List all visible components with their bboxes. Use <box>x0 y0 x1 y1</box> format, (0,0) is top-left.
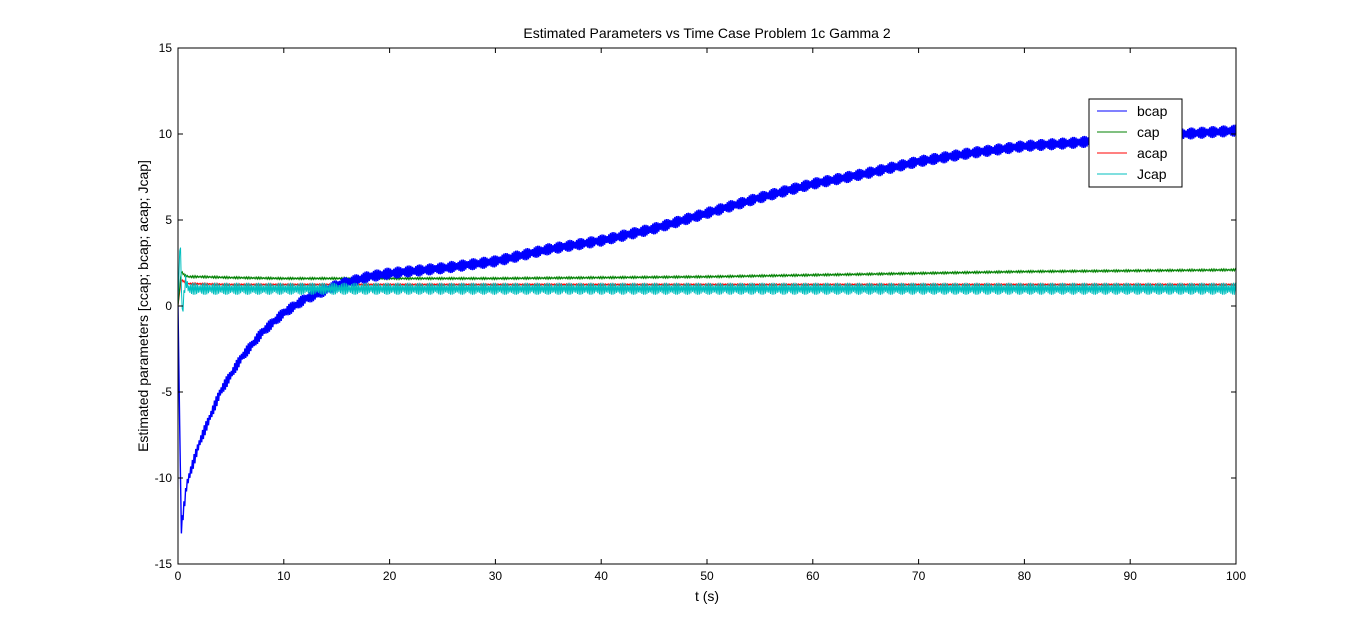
y-tick-label--10: -10 <box>155 471 173 485</box>
x-tick-label-90: 90 <box>1124 569 1138 583</box>
legend-box <box>1088 98 1183 188</box>
legend-label-cap: cap <box>1137 124 1160 140</box>
x-tick-label-10: 10 <box>277 569 291 583</box>
legend: bcap cap acap Jcap <box>1088 98 1183 188</box>
series-group <box>178 124 1236 534</box>
x-tick-label-70: 70 <box>912 569 926 583</box>
x-tick-label-20: 20 <box>383 569 397 583</box>
y-tick-label-10: 10 <box>159 127 173 141</box>
x-tick-label-50: 50 <box>700 569 714 583</box>
y-axis-label: Estimated parameters [ccap; bcap; acap; … <box>135 160 151 452</box>
x-axis-label: t (s) <box>695 588 719 604</box>
y-tick-label-5: 5 <box>165 213 172 227</box>
x-tick-label-0: 0 <box>175 569 182 583</box>
y-tick-label--5: -5 <box>161 385 172 399</box>
series-line-bcap <box>178 124 1236 534</box>
x-tick-label-30: 30 <box>489 569 503 583</box>
y-tick-label-15: 15 <box>159 41 173 55</box>
legend-label-bcap: bcap <box>1137 103 1168 119</box>
series-line-Jcap <box>178 247 1236 312</box>
y-tick-label-0: 0 <box>165 299 172 313</box>
x-tick-label-40: 40 <box>595 569 609 583</box>
chart-title: Estimated Parameters vs Time Case Proble… <box>523 25 890 41</box>
legend-label-acap: acap <box>1137 145 1168 161</box>
x-tick-label-60: 60 <box>806 569 820 583</box>
x-tick-label-100: 100 <box>1226 569 1246 583</box>
x-tick-label-80: 80 <box>1018 569 1032 583</box>
legend-label-Jcap: Jcap <box>1137 166 1167 182</box>
plot-frame <box>177 47 1237 565</box>
y-tick-label--15: -15 <box>155 557 173 571</box>
